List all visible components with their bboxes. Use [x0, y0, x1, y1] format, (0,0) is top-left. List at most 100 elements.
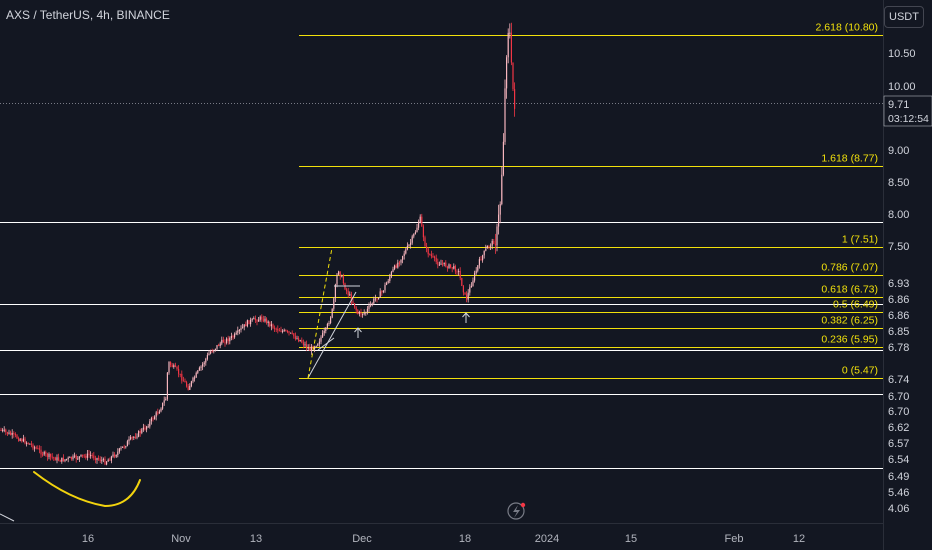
fib-anchor-line	[307, 247, 333, 379]
candle-body	[410, 242, 412, 245]
candle-body	[491, 240, 493, 246]
candle	[448, 263, 450, 269]
candle	[395, 263, 397, 269]
candle	[117, 448, 119, 458]
candle	[376, 298, 378, 303]
candle	[390, 270, 392, 279]
candle	[240, 325, 242, 333]
candle-body	[301, 340, 303, 343]
candle	[427, 247, 429, 258]
candle	[341, 274, 343, 278]
candle	[176, 365, 178, 371]
candle-body	[450, 264, 452, 268]
candle	[131, 436, 133, 441]
candle	[266, 317, 268, 325]
candle-body	[482, 255, 484, 261]
candle	[408, 244, 410, 248]
lightning-icon[interactable]	[507, 502, 526, 520]
candle	[114, 452, 116, 459]
candle	[285, 329, 287, 332]
candle	[336, 273, 338, 288]
candle-body	[147, 426, 149, 428]
candle-body	[149, 421, 151, 427]
candle	[194, 375, 196, 382]
candle-body	[272, 324, 274, 328]
candle-body	[78, 456, 80, 459]
candle-body	[446, 266, 448, 269]
candle-body	[342, 276, 344, 284]
candle-body	[451, 267, 453, 269]
candle-body	[262, 319, 264, 322]
candle	[445, 260, 447, 268]
candle	[146, 425, 148, 433]
candle	[45, 450, 47, 457]
candle	[125, 445, 127, 449]
candle-body	[357, 310, 359, 314]
candle-body	[397, 262, 399, 268]
candle-body	[496, 226, 498, 246]
candle	[6, 431, 8, 436]
candle	[203, 361, 205, 368]
candle-body	[86, 453, 88, 458]
candle	[467, 289, 469, 303]
candle	[102, 457, 104, 463]
candle	[334, 283, 336, 303]
candle	[358, 310, 360, 317]
candle	[130, 435, 132, 441]
candle-body	[480, 259, 482, 261]
time-axis-label: 18	[459, 533, 471, 545]
fib-label: 0.5 (6.49)	[833, 299, 878, 311]
candle-body	[234, 334, 236, 338]
price-axis-label: 6.49	[888, 471, 909, 483]
candle	[160, 407, 162, 413]
candle-body	[323, 330, 325, 334]
candle	[328, 320, 330, 326]
candle-body	[93, 455, 95, 459]
candle	[307, 344, 309, 351]
candle	[139, 428, 141, 437]
time-axis-label: 2024	[535, 533, 559, 545]
candle	[424, 235, 426, 247]
candle-body	[315, 345, 317, 347]
currency-button[interactable]: USDT	[884, 6, 924, 28]
candle	[243, 324, 245, 331]
candle	[163, 396, 165, 406]
candle-body	[232, 336, 234, 338]
candle	[378, 297, 380, 300]
candle	[429, 253, 431, 256]
candle	[13, 431, 15, 438]
candle-body	[154, 416, 156, 420]
candle-body	[413, 233, 415, 237]
candle-body	[368, 305, 370, 309]
candle	[331, 308, 333, 319]
candle-body	[302, 342, 304, 345]
price-axis-label: 8.00	[888, 209, 909, 221]
candle-body	[53, 457, 55, 459]
candle	[298, 336, 300, 343]
candle-body	[125, 446, 127, 448]
candle-body	[338, 271, 340, 275]
candle-body	[62, 457, 64, 462]
candle	[355, 306, 357, 314]
candle-body	[346, 289, 348, 292]
candle	[109, 457, 111, 461]
candle	[162, 402, 164, 411]
candle-body	[176, 366, 178, 369]
candle	[123, 444, 125, 450]
candle	[226, 337, 228, 345]
candle	[442, 260, 444, 267]
candle	[5, 428, 7, 436]
candle-body	[422, 226, 424, 238]
candle	[24, 436, 26, 445]
candle-body	[350, 294, 352, 302]
candle	[94, 455, 96, 464]
candle	[293, 333, 295, 339]
candle	[264, 316, 266, 323]
candle-body	[74, 455, 76, 457]
price-axis-label: 9.00	[888, 145, 909, 157]
fib-label: 2.618 (10.80)	[816, 22, 878, 34]
price-axis-label: 6.93	[888, 278, 909, 290]
candle	[72, 454, 74, 461]
candle	[189, 383, 191, 390]
